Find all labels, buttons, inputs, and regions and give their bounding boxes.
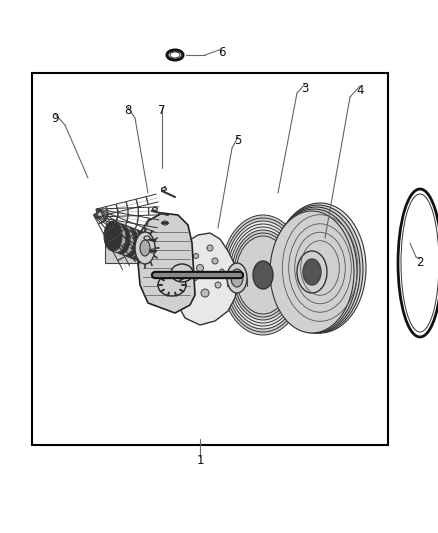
Ellipse shape [136,233,154,263]
Ellipse shape [140,240,150,256]
Ellipse shape [230,227,297,323]
Ellipse shape [274,203,366,333]
Text: 4: 4 [356,84,364,96]
Ellipse shape [108,222,126,253]
Text: 9: 9 [51,111,59,125]
Ellipse shape [158,274,186,296]
Ellipse shape [232,230,294,320]
Circle shape [197,264,204,271]
Text: 8: 8 [124,104,132,117]
Bar [32,73,388,445]
Text: 5: 5 [234,134,242,148]
Circle shape [207,245,213,251]
Ellipse shape [124,229,142,259]
Ellipse shape [162,221,168,225]
Ellipse shape [221,215,305,335]
Circle shape [194,254,198,259]
Ellipse shape [144,236,150,240]
Text: 7: 7 [158,104,166,117]
Circle shape [215,282,221,288]
Ellipse shape [270,211,354,333]
Ellipse shape [132,231,150,262]
Ellipse shape [227,263,247,293]
Ellipse shape [162,188,166,190]
Circle shape [220,269,224,273]
Ellipse shape [253,261,273,289]
Ellipse shape [152,207,158,211]
Ellipse shape [120,227,138,257]
Polygon shape [170,233,238,325]
Ellipse shape [297,251,327,293]
Ellipse shape [225,221,301,329]
Circle shape [192,276,198,280]
Ellipse shape [223,218,303,332]
Ellipse shape [116,225,134,255]
Ellipse shape [135,232,155,264]
Ellipse shape [231,269,243,287]
Ellipse shape [272,207,360,333]
Ellipse shape [104,221,122,251]
Ellipse shape [171,264,193,282]
Ellipse shape [112,224,130,254]
Ellipse shape [271,209,357,333]
Text: 6: 6 [218,46,226,60]
Circle shape [201,289,209,297]
Ellipse shape [233,233,293,317]
Polygon shape [105,233,145,263]
Ellipse shape [236,236,290,314]
Circle shape [212,258,218,264]
Text: 1: 1 [196,455,204,467]
Ellipse shape [128,230,146,260]
Ellipse shape [273,205,363,333]
Text: 3: 3 [301,82,309,94]
Text: 2: 2 [416,256,424,270]
Ellipse shape [227,224,299,326]
Ellipse shape [150,249,156,253]
Polygon shape [138,213,195,313]
Ellipse shape [303,259,321,285]
